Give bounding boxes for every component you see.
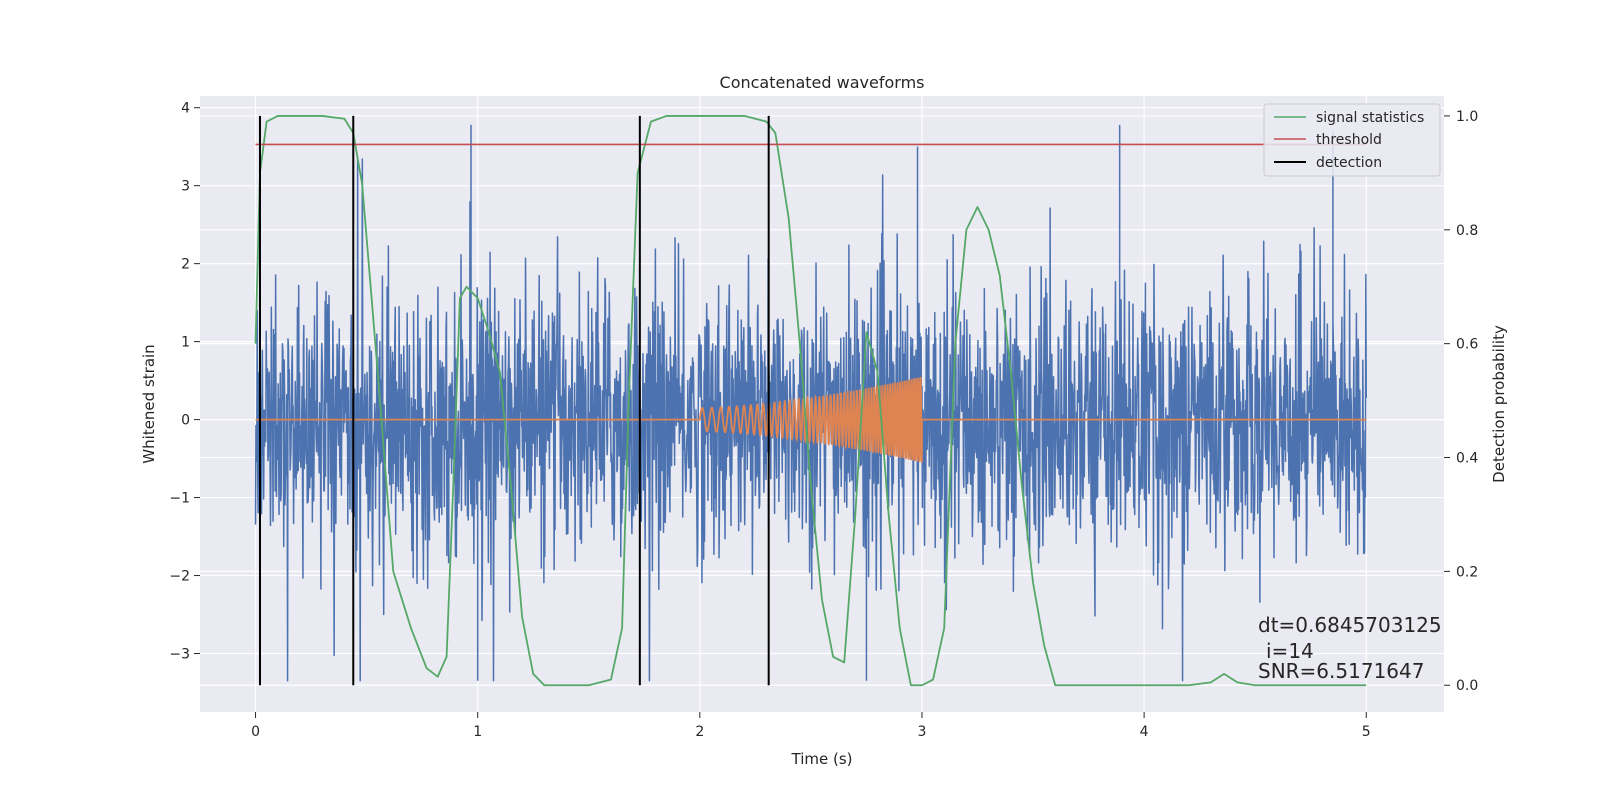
legend: signal statistics threshold detection [1263,103,1441,177]
legend-label-detection: detection [1316,155,1382,171]
x-tick-label: 0 [251,724,260,740]
x-tick-label: 4 [1140,724,1149,740]
y-left-tick-label: −3 [169,647,190,663]
y-left-tick-label: 0 [181,413,190,429]
probability-series [254,115,1367,687]
x-tick-label: 5 [1362,724,1371,740]
legend-label-signal-statistics: signal statistics [1316,110,1424,126]
x-tick-label: 2 [695,724,704,740]
y-axis-title-right: Detection probability [1490,325,1508,483]
y-right-tick-label: 0.2 [1456,564,1478,580]
y-right-tick-label: 1.0 [1456,109,1478,125]
y-axis-title-left: Whitened strain [140,344,158,463]
annotation-snr: SNR=6.5171647 [1258,659,1424,683]
x-axis-title: Time (s) [791,750,853,768]
strain-line [254,124,1367,682]
annotation-index: i=14 [1266,639,1314,663]
y-right-tick-label: 0.0 [1456,678,1478,694]
signal-statistics-line [254,115,1367,687]
injected-signal-series [255,376,1367,463]
y-left-tick-label: 4 [181,101,190,117]
x-tick-label: 3 [918,724,927,740]
y-left-tick-label: 1 [181,335,190,351]
x-tick-label: 1 [473,724,482,740]
annotation-dt: dt=0.6845703125 [1258,613,1442,637]
y-right-tick-label: 0.6 [1456,337,1478,353]
strain-series [254,124,1367,682]
axes: 0 1 2 3 4 5 −3 −2 −1 0 1 2 3 4 0.0 0.2 0.4 0.6 0.8 1.0 [169,101,1478,740]
y-left-tick-label: 2 [181,257,190,273]
legend-box [1263,103,1441,177]
chart-title: Concatenated waveforms [720,73,925,92]
injected-signal-line [255,376,1367,463]
y-right-tick-label: 0.4 [1456,451,1478,467]
y-left-tick-label: −1 [169,491,190,507]
y-left-tick-label: 3 [181,179,190,195]
legend-label-threshold: threshold [1316,132,1382,148]
y-right-tick-label: 0.8 [1456,223,1478,239]
y-left-tick-label: −2 [169,569,190,585]
